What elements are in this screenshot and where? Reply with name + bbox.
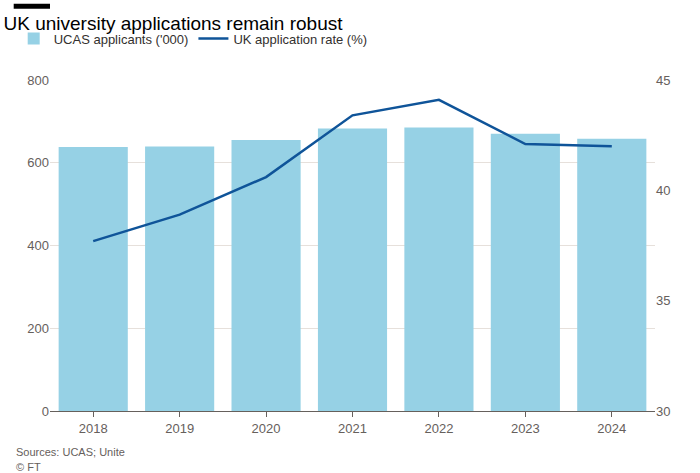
svg-text:UCAS applicants ('000): UCAS applicants ('000) bbox=[54, 32, 189, 47]
svg-text:2019: 2019 bbox=[165, 421, 194, 436]
svg-text:40: 40 bbox=[656, 183, 670, 198]
svg-text:Sources: UCAS; Unite: Sources: UCAS; Unite bbox=[16, 446, 125, 458]
svg-text:400: 400 bbox=[27, 238, 49, 253]
svg-text:UK application rate (%): UK application rate (%) bbox=[233, 32, 367, 47]
svg-text:600: 600 bbox=[27, 155, 49, 170]
svg-text:2020: 2020 bbox=[252, 421, 281, 436]
svg-text:2022: 2022 bbox=[424, 421, 453, 436]
svg-text:2018: 2018 bbox=[79, 421, 108, 436]
svg-text:2023: 2023 bbox=[511, 421, 540, 436]
svg-text:35: 35 bbox=[656, 293, 670, 308]
svg-text:UK university applications rem: UK university applications remain robust bbox=[4, 13, 344, 34]
svg-text:200: 200 bbox=[27, 321, 49, 336]
svg-text:30: 30 bbox=[656, 404, 670, 419]
svg-text:2021: 2021 bbox=[338, 421, 367, 436]
svg-text:© FT: © FT bbox=[16, 461, 41, 473]
svg-text:45: 45 bbox=[656, 73, 670, 88]
svg-text:800: 800 bbox=[27, 73, 49, 88]
svg-text:0: 0 bbox=[42, 404, 49, 419]
svg-text:2024: 2024 bbox=[597, 421, 626, 436]
